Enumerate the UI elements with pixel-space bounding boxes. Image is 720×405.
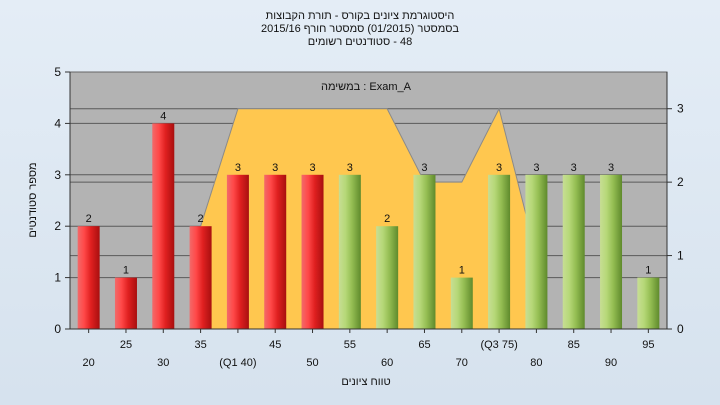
x-tick-label: 70 [456,357,468,369]
chart-title-line-1: היסטוגרמת ציונים בקורס - תורת הקבוצות [265,10,455,22]
bar-value-label: 2 [86,213,92,225]
y2-tick-label: 1 [677,249,684,263]
x-tick-label: 30 [157,357,169,369]
bar-value-label: 3 [272,162,278,174]
bar [525,174,548,329]
bar [226,174,249,329]
x-tick-label: 25 [120,339,132,351]
bar-value-label: 1 [645,265,651,277]
bar-value-label: 2 [384,213,390,225]
legend-label: במשימה : Exam_A [321,81,412,93]
y-tick-label: 2 [54,219,61,233]
bar [376,226,399,329]
bar [77,226,100,329]
bar [488,174,511,329]
bars: 2 1 4 2 3 3 3 3 2 3 1 3 3 3 3 1 [77,110,660,330]
bar-value-label: 3 [309,162,315,174]
bar-value-label: 3 [235,162,241,174]
x-tick-label: 60 [381,357,393,369]
bar-value-label: 1 [459,265,465,277]
bar-value-label: 2 [198,213,204,225]
x-tick-label: 95 [642,339,654,351]
y-tick-label: 5 [54,65,61,79]
x-tick-label: 65 [418,339,430,351]
bar [301,174,324,329]
x-tick-label: 85 [568,339,580,351]
bar [189,226,212,329]
area-series [200,107,537,330]
bar [413,174,436,329]
y2-tick-label: 3 [677,102,684,116]
y-tick-label: 3 [54,168,61,182]
bar-value-label: 3 [608,162,614,174]
x-tick-label: (Q1 40) [219,357,256,369]
chart-title-line-2: בסמסטר (01/2015) סמסטר חורף 2015/16 [260,23,460,35]
bar [264,174,287,329]
bar-value-label: 3 [533,162,539,174]
y-axis-label: מספר סטודנטים [27,162,39,237]
bar-value-label: 3 [496,162,502,174]
bar-value-label: 3 [571,162,577,174]
y-tick-label: 0 [54,322,61,336]
bar-value-label: 3 [421,162,427,174]
bar [562,174,585,329]
bar-value-label: 3 [347,162,353,174]
x-tick-label: 35 [194,339,206,351]
y-tick-label: 4 [54,116,61,130]
bar [338,174,361,329]
x-tick-label: 45 [269,339,281,351]
bar [600,174,623,329]
y-tick-label: 1 [54,271,61,285]
bar [114,277,137,329]
area-fill [200,107,537,330]
x-tick-label: 20 [83,357,95,369]
x-axis-label: טווח ציונים [341,376,390,388]
bar-value-label: 4 [160,110,166,122]
bar-value-label: 1 [123,265,129,277]
bar [637,277,660,329]
x-tick-label: 80 [530,357,542,369]
y2-tick-label: 0 [677,322,684,336]
x-tick-label: (Q3 75) [480,339,517,351]
x-tick-label: 90 [605,357,617,369]
y2-tick-label: 2 [677,175,684,189]
x-tick-label: 55 [344,339,356,351]
chart-title-line-3: 48 - סטודנטים רשומים [307,36,413,48]
bar [450,277,473,329]
x-tick-label: 50 [306,357,318,369]
bar [152,123,175,330]
